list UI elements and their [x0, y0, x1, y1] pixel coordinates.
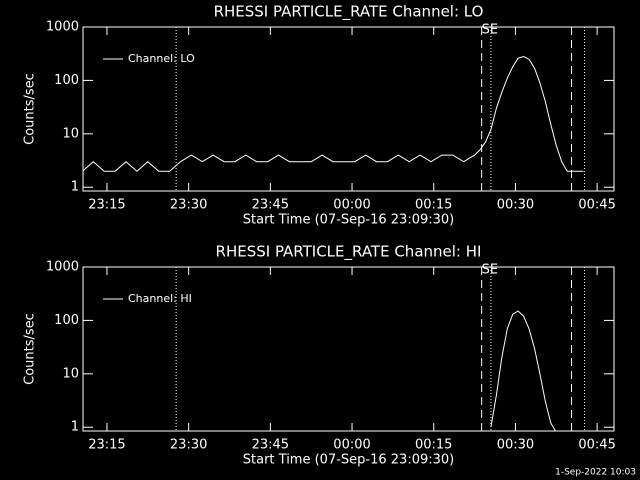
chart-title: RHESSI PARTICLE_RATE Channel: LO [214, 3, 484, 22]
x-tick-label: 00:00 [333, 438, 370, 453]
chart-title: RHESSI PARTICLE_RATE Channel: HI [216, 243, 482, 262]
y-tick-label: 10 [62, 366, 79, 381]
y-axis-title: Counts/sec [23, 73, 38, 145]
legend-label: Channel: LO [128, 52, 195, 65]
y-tick-label: 1 [71, 180, 79, 195]
x-tick-label: 00:30 [497, 438, 534, 453]
y-tick-label: 100 [54, 313, 79, 328]
data-line [83, 55, 584, 172]
x-axis-title: Start Time (07-Sep-16 23:09:30) [243, 453, 454, 468]
y-axis-title: Counts/sec [23, 313, 38, 385]
footer: 1-Sep-2022 10:03 [555, 468, 636, 478]
x-tick-label: 00:15 [415, 198, 452, 213]
x-tick-label: 23:45 [252, 438, 289, 453]
y-tick-label: 10 [62, 126, 79, 141]
x-tick-label: 00:00 [333, 198, 370, 213]
annotation: SE [482, 23, 498, 38]
x-tick-label: 23:15 [88, 198, 125, 213]
annotation: SE [482, 263, 498, 278]
x-tick-label: 23:45 [252, 198, 289, 213]
y-tick-label: 100 [54, 73, 79, 88]
y-tick-label: 1000 [46, 20, 79, 35]
x-tick-label: 00:15 [415, 438, 452, 453]
x-axis-title: Start Time (07-Sep-16 23:09:30) [243, 213, 454, 228]
x-tick-label: 23:15 [88, 438, 125, 453]
x-tick-label: 00:45 [578, 438, 615, 453]
data-line [490, 310, 557, 431]
plot-frame [82, 26, 615, 192]
plot-frame [82, 266, 615, 432]
y-tick-label: 1000 [46, 260, 79, 275]
y-tick-label: 1 [71, 420, 79, 435]
x-tick-label: 00:30 [497, 198, 534, 213]
legend-label: Channel: HI [128, 292, 192, 305]
x-tick-label: 23:30 [170, 438, 207, 453]
x-tick-label: 00:45 [578, 198, 615, 213]
x-tick-label: 23:30 [170, 198, 207, 213]
